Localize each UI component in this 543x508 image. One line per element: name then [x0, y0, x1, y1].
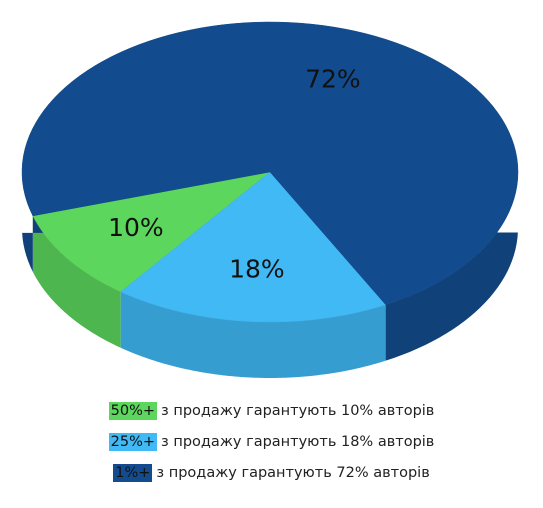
value-label: 72% — [305, 65, 361, 94]
legend-entry: 1%+ з продажу гарантують 72% авторів — [113, 462, 430, 484]
legend-entry: 25%+ з продажу гарантують 18% авторів — [108, 431, 435, 453]
legend-text: з продажу гарантують 72% авторів — [156, 465, 430, 481]
legend: 50%+ з продажу гарантують 10% авторів 25%+… — [0, 400, 543, 484]
legend-tag: 1%+ — [113, 464, 153, 482]
legend-text: з продажу гарантують 18% авторів — [161, 434, 435, 450]
legend-text: з продажу гарантують 10% авторів — [161, 403, 435, 419]
legend-tag: 50%+ — [108, 402, 158, 420]
pie-slice — [32, 171, 271, 293]
pie-slice — [21, 21, 519, 305]
legend-entry: 50%+ з продажу гарантують 10% авторів — [108, 400, 435, 422]
legend-tag: 25%+ — [108, 433, 158, 451]
value-label: 18% — [229, 255, 285, 284]
pie-slice — [120, 171, 387, 323]
pie-side — [32, 215, 121, 348]
value-label: 10% — [108, 213, 164, 242]
chart: 10% 18% 72% — [21, 21, 519, 378]
